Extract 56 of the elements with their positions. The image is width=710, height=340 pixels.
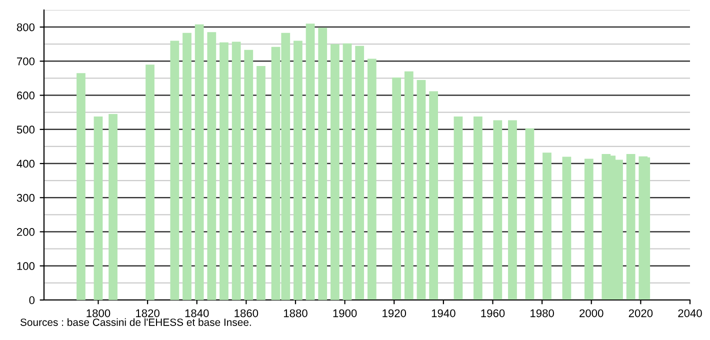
bar bbox=[542, 152, 552, 300]
x-tick-label: 1820 bbox=[136, 309, 160, 318]
bar bbox=[429, 91, 438, 300]
bar bbox=[294, 40, 302, 300]
bar bbox=[416, 80, 426, 300]
x-tick-label: 1940 bbox=[432, 309, 456, 318]
bar bbox=[220, 42, 228, 300]
bar bbox=[584, 158, 594, 300]
bar bbox=[306, 24, 315, 300]
x-tick-label: 2000 bbox=[580, 309, 604, 318]
bar bbox=[562, 156, 572, 300]
bar bbox=[638, 156, 648, 300]
bar bbox=[330, 44, 340, 300]
bar bbox=[244, 50, 254, 300]
x-tick-label: 1900 bbox=[333, 309, 357, 318]
x-tick-label: 1920 bbox=[382, 309, 406, 318]
source-note: Sources : base Cassini de l'EHESS et base Insee. bbox=[20, 318, 251, 326]
bar bbox=[256, 66, 266, 300]
bar bbox=[146, 64, 154, 300]
x-tick-label: 1840 bbox=[185, 309, 209, 318]
bar bbox=[454, 116, 463, 300]
bar bbox=[194, 24, 204, 300]
x-tick-label: 2020 bbox=[628, 309, 653, 318]
y-tick-label: 700 bbox=[17, 57, 35, 66]
y-tick-label: 300 bbox=[16, 194, 35, 202]
bar bbox=[232, 42, 241, 300]
y-tick-label: 500 bbox=[16, 126, 35, 134]
x-tick-label: 1960 bbox=[481, 309, 505, 318]
bar bbox=[318, 28, 328, 300]
y-tick-label: 100 bbox=[17, 262, 35, 270]
bar bbox=[474, 116, 482, 300]
bar bbox=[207, 32, 216, 300]
bar bbox=[367, 58, 376, 300]
bar bbox=[170, 40, 180, 300]
bar bbox=[392, 78, 402, 300]
bar bbox=[525, 128, 534, 300]
bar bbox=[493, 120, 502, 300]
bar bbox=[342, 43, 352, 300]
y-tick-label: 400 bbox=[16, 160, 35, 168]
bar bbox=[355, 46, 364, 300]
y-tick-label: 800 bbox=[16, 23, 35, 32]
bar bbox=[508, 120, 517, 300]
x-tick-label: 1860 bbox=[234, 309, 258, 318]
bar bbox=[182, 32, 192, 300]
x-tick-label: 1980 bbox=[530, 309, 554, 318]
bar bbox=[626, 154, 636, 300]
y-tick-label: 0 bbox=[29, 296, 35, 304]
bar bbox=[404, 71, 414, 300]
y-tick-label: 600 bbox=[17, 92, 35, 100]
bar bbox=[76, 73, 86, 300]
y-tick-label: 200 bbox=[16, 228, 35, 236]
x-tick-label: 1800 bbox=[86, 309, 110, 318]
bar bbox=[94, 116, 103, 300]
x-tick-label: 2040 bbox=[678, 309, 702, 318]
bar bbox=[108, 114, 118, 300]
x-tick-label: 1880 bbox=[284, 309, 308, 318]
